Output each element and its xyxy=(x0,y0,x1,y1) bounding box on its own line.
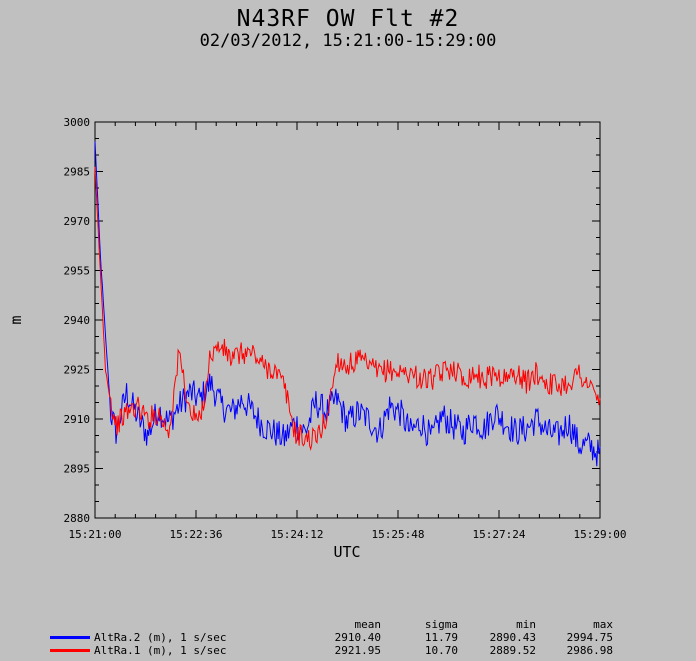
x-axis-label: UTC xyxy=(333,543,360,561)
series-line-0 xyxy=(94,141,601,467)
y-tick-label: 2985 xyxy=(64,166,91,179)
y-axis-label: m xyxy=(7,315,25,324)
legend-header-sigma: sigma xyxy=(424,618,458,631)
legend-swatch-altra2 xyxy=(50,636,90,639)
legend-swatch-altra1 xyxy=(50,649,90,652)
y-tick-label: 2895 xyxy=(64,463,91,476)
x-tick-label: 15:21:00 xyxy=(69,528,122,541)
legend-label-altra1: AltRa.1 (m), 1 s/sec xyxy=(94,644,227,657)
legend-header-max: max xyxy=(593,618,613,631)
y-tick-label: 2910 xyxy=(64,413,91,426)
x-tick-label: 15:22:36 xyxy=(170,528,223,541)
x-tick-label: 15:25:48 xyxy=(372,528,425,541)
legend-min-altra1: 2889.52 xyxy=(489,644,536,657)
chart-subtitle: 02/03/2012, 15:21:00-15:29:00 xyxy=(199,31,497,51)
legend-sigma-altra2: 11.79 xyxy=(424,631,458,644)
x-axis: 15:21:00 15:22:36 15:24:12 15:25:48 15:27:24… xyxy=(69,122,627,541)
series-line-1 xyxy=(94,166,601,452)
legend-mean-altra1: 2921.95 xyxy=(334,644,381,657)
legend-header-mean: mean xyxy=(354,618,382,631)
y-tick-label: 2970 xyxy=(64,215,91,228)
legend-mean-altra2: 2910.40 xyxy=(334,631,381,644)
series-lines xyxy=(94,141,601,467)
plot-area xyxy=(94,121,601,519)
legend-min-altra2: 2890.43 xyxy=(489,631,536,644)
legend-max-altra2: 2994.75 xyxy=(566,631,613,644)
y-tick-label: 2880 xyxy=(64,512,91,525)
legend-sigma-altra1: 10.70 xyxy=(424,644,458,657)
x-tick-label: 15:29:00 xyxy=(574,528,627,541)
y-tick-label: 2940 xyxy=(64,314,91,327)
chart-title: N43RF OW Flt #2 xyxy=(236,6,460,32)
y-tick-label: 2925 xyxy=(64,364,91,377)
y-tick-label: 2955 xyxy=(64,265,91,278)
legend-header-min: min xyxy=(516,618,536,631)
legend-max-altra1: 2986.98 xyxy=(566,644,613,657)
legend-label-altra2: AltRa.2 (m), 1 s/sec xyxy=(94,631,227,644)
x-tick-label: 15:24:12 xyxy=(271,528,324,541)
y-tick-label: 3000 xyxy=(64,116,91,129)
x-tick-label: 15:27:24 xyxy=(473,528,526,541)
